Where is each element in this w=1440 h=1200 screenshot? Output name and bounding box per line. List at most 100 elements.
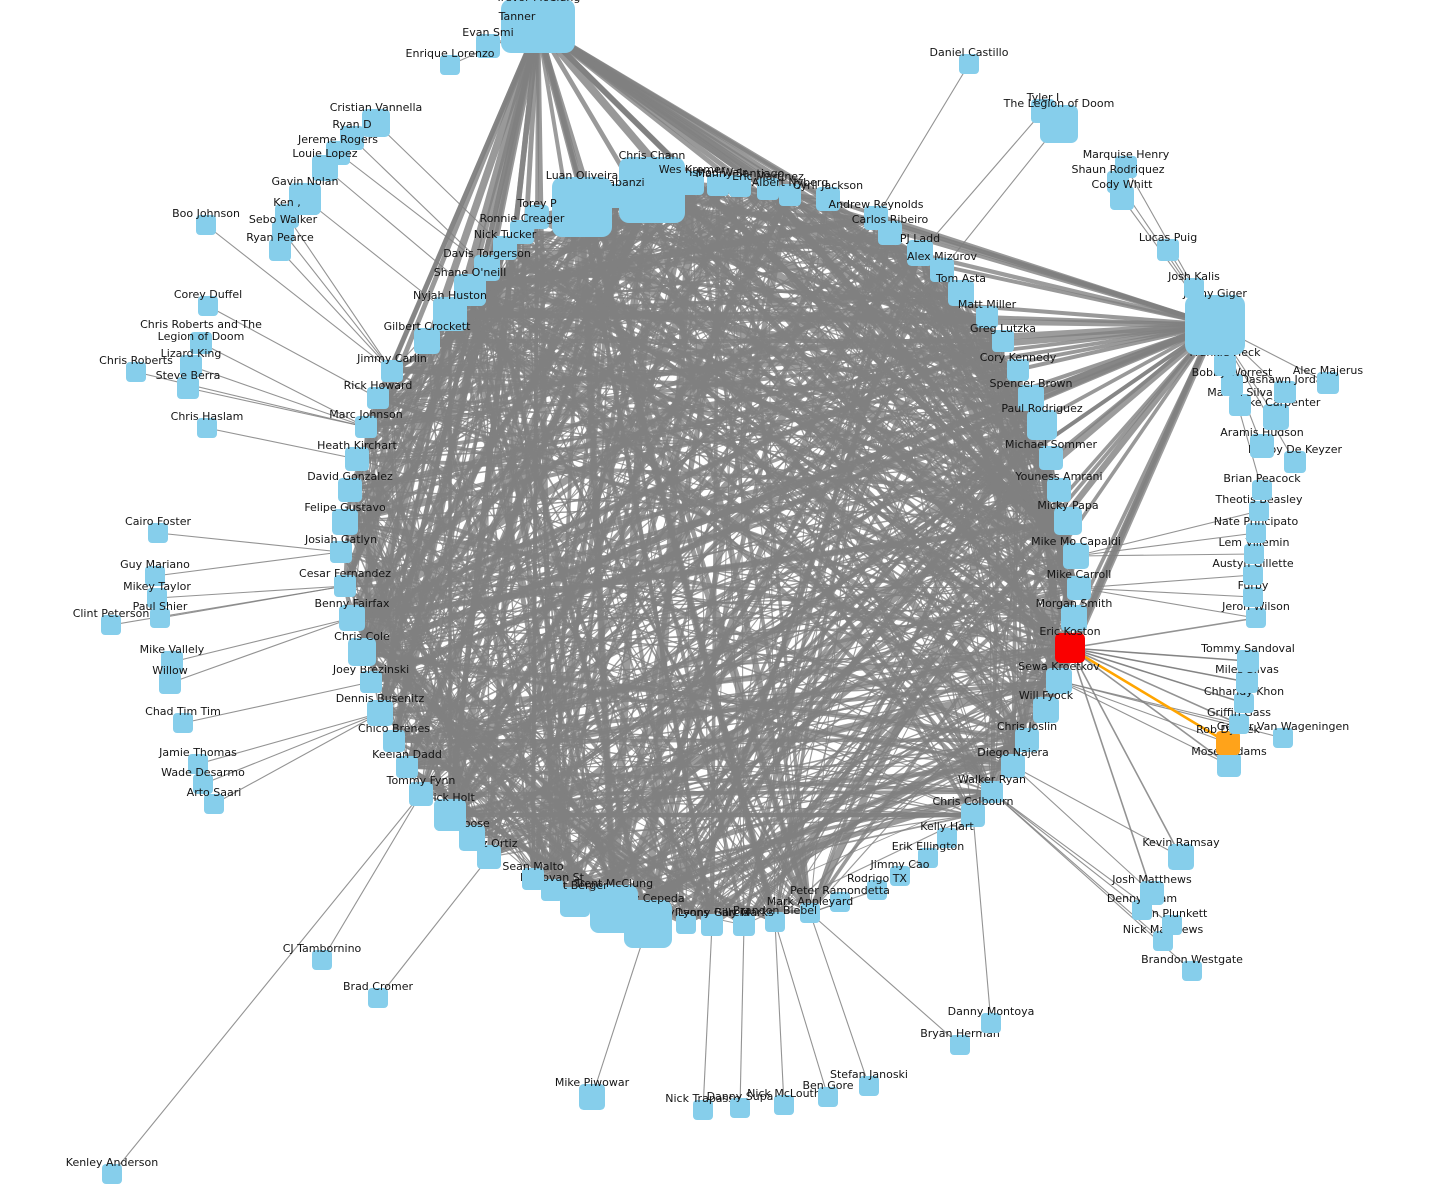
graph-node[interactable] xyxy=(816,187,840,211)
graph-node[interactable] xyxy=(730,1098,750,1118)
graph-node[interactable] xyxy=(147,588,167,608)
graph-node[interactable] xyxy=(930,258,954,282)
graph-node[interactable] xyxy=(1040,105,1078,143)
graph-node[interactable] xyxy=(1162,915,1182,935)
graph-node[interactable] xyxy=(522,868,544,890)
graph-node[interactable] xyxy=(774,1095,794,1115)
graph-node[interactable] xyxy=(504,18,530,44)
graph-node[interactable] xyxy=(959,54,979,74)
graph-node[interactable] xyxy=(196,215,216,235)
graph-node[interactable] xyxy=(1047,478,1071,502)
graph-node[interactable] xyxy=(381,360,403,382)
graph-node[interactable] xyxy=(707,174,729,196)
graph-node[interactable] xyxy=(818,1087,838,1107)
graph-node[interactable] xyxy=(878,221,902,245)
graph-node[interactable] xyxy=(1214,354,1236,376)
graph-node[interactable] xyxy=(312,950,332,970)
graph-node[interactable] xyxy=(1317,372,1339,394)
graph-node[interactable] xyxy=(729,175,751,197)
graph-node[interactable] xyxy=(476,34,500,58)
graph-node[interactable] xyxy=(1185,295,1245,355)
graph-node[interactable] xyxy=(177,377,199,399)
graph-node[interactable] xyxy=(701,914,723,936)
graph-node[interactable] xyxy=(145,566,165,586)
graph-node[interactable] xyxy=(961,803,985,827)
graph-node[interactable] xyxy=(345,447,369,471)
graph-node[interactable] xyxy=(552,177,612,237)
graph-node[interactable] xyxy=(1046,668,1072,694)
graph-node[interactable] xyxy=(676,914,696,934)
graph-node[interactable] xyxy=(859,1076,879,1096)
graph-node[interactable] xyxy=(1217,753,1241,777)
graph-node[interactable] xyxy=(355,416,377,438)
graph-node[interactable] xyxy=(1067,576,1091,600)
graph-node[interactable] xyxy=(918,848,938,868)
graph-node[interactable] xyxy=(1246,608,1266,628)
graph-node[interactable] xyxy=(272,221,294,243)
graph-node[interactable] xyxy=(1246,523,1266,543)
graph-node[interactable] xyxy=(867,880,887,900)
graph-node[interactable] xyxy=(1252,480,1272,500)
graph-node[interactable] xyxy=(1055,633,1085,663)
graph-node[interactable] xyxy=(1244,544,1264,564)
graph-node[interactable] xyxy=(367,700,393,726)
graph-node[interactable] xyxy=(330,541,352,563)
graph-node[interactable] xyxy=(339,605,365,631)
graph-node[interactable] xyxy=(1284,451,1306,473)
graph-node[interactable] xyxy=(981,781,1003,803)
graph-node[interactable] xyxy=(1237,650,1259,672)
graph-node[interactable] xyxy=(150,608,170,628)
graph-node[interactable] xyxy=(1033,697,1059,723)
graph-node[interactable] xyxy=(190,332,212,354)
graph-node[interactable] xyxy=(148,523,168,543)
graph-node[interactable] xyxy=(1063,543,1089,569)
graph-node[interactable] xyxy=(981,1013,1001,1033)
graph-node[interactable] xyxy=(204,794,224,814)
graph-node[interactable] xyxy=(800,903,820,923)
graph-node[interactable] xyxy=(937,828,957,848)
graph-node[interactable] xyxy=(693,1100,713,1120)
graph-node[interactable] xyxy=(1039,446,1063,470)
graph-node[interactable] xyxy=(1243,565,1263,585)
graph-node[interactable] xyxy=(1274,381,1296,403)
graph-node[interactable] xyxy=(1015,728,1039,752)
graph-node[interactable] xyxy=(126,362,146,382)
graph-node[interactable] xyxy=(312,155,338,181)
graph-node[interactable] xyxy=(367,387,389,409)
graph-node[interactable] xyxy=(619,157,685,223)
graph-node[interactable] xyxy=(197,418,217,438)
graph-node[interactable] xyxy=(1249,501,1269,521)
graph-node[interactable] xyxy=(992,330,1014,352)
graph-node[interactable] xyxy=(733,914,755,936)
graph-node[interactable] xyxy=(1216,731,1240,755)
graph-node[interactable] xyxy=(332,509,358,535)
graph-node[interactable] xyxy=(680,171,704,195)
graph-node[interactable] xyxy=(541,879,563,901)
graph-node[interactable] xyxy=(434,799,466,831)
graph-node[interactable] xyxy=(161,651,183,673)
graph-node[interactable] xyxy=(433,297,467,331)
graph-node[interactable] xyxy=(334,575,356,597)
graph-node[interactable] xyxy=(102,1164,122,1184)
graph-node[interactable] xyxy=(1001,754,1025,778)
graph-node[interactable] xyxy=(409,782,433,806)
graph-node[interactable] xyxy=(1168,844,1194,870)
graph-node[interactable] xyxy=(101,615,121,635)
graph-node[interactable] xyxy=(360,671,382,693)
graph-node[interactable] xyxy=(1054,507,1082,535)
graph-node[interactable] xyxy=(757,178,779,200)
graph-node[interactable] xyxy=(579,1084,605,1110)
graph-node[interactable] xyxy=(907,240,933,266)
graph-node[interactable] xyxy=(1184,278,1204,298)
graph-node[interactable] xyxy=(440,55,460,75)
graph-node[interactable] xyxy=(159,672,181,694)
graph-node[interactable] xyxy=(362,109,390,137)
graph-node[interactable] xyxy=(414,328,440,354)
graph-node[interactable] xyxy=(1229,714,1249,734)
graph-node[interactable] xyxy=(338,478,362,502)
graph-node[interactable] xyxy=(269,239,291,261)
graph-node[interactable] xyxy=(1153,931,1173,951)
graph-node[interactable] xyxy=(1263,404,1289,430)
graph-node[interactable] xyxy=(348,638,376,666)
graph-node[interactable] xyxy=(560,887,590,917)
